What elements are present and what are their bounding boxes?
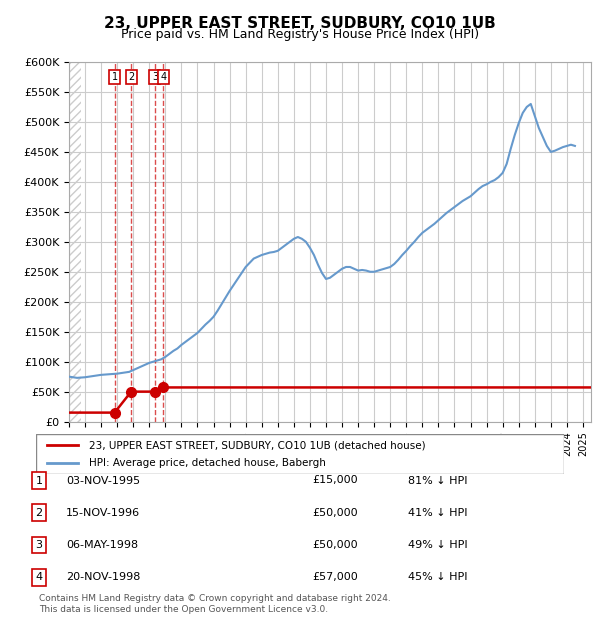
Text: £57,000: £57,000 — [312, 572, 358, 582]
Text: 4: 4 — [35, 572, 43, 582]
Text: 15-NOV-1996: 15-NOV-1996 — [66, 508, 140, 518]
Text: 49% ↓ HPI: 49% ↓ HPI — [408, 540, 467, 550]
Text: 06-MAY-1998: 06-MAY-1998 — [66, 540, 138, 550]
Text: 03-NOV-1995: 03-NOV-1995 — [66, 476, 140, 485]
Text: 20-NOV-1998: 20-NOV-1998 — [66, 572, 140, 582]
Text: £15,000: £15,000 — [312, 476, 358, 485]
Text: 2: 2 — [128, 72, 134, 82]
Text: 1: 1 — [112, 72, 118, 82]
Text: £50,000: £50,000 — [312, 508, 358, 518]
FancyBboxPatch shape — [36, 434, 564, 474]
Text: 23, UPPER EAST STREET, SUDBURY, CO10 1UB: 23, UPPER EAST STREET, SUDBURY, CO10 1UB — [104, 16, 496, 30]
Text: HPI: Average price, detached house, Babergh: HPI: Average price, detached house, Babe… — [89, 458, 326, 468]
Text: Price paid vs. HM Land Registry's House Price Index (HPI): Price paid vs. HM Land Registry's House … — [121, 28, 479, 41]
Text: 45% ↓ HPI: 45% ↓ HPI — [408, 572, 467, 582]
Text: 2: 2 — [35, 508, 43, 518]
Text: 1: 1 — [35, 476, 43, 485]
Text: 23, UPPER EAST STREET, SUDBURY, CO10 1UB (detached house): 23, UPPER EAST STREET, SUDBURY, CO10 1UB… — [89, 440, 425, 450]
Text: £50,000: £50,000 — [312, 540, 358, 550]
Text: Contains HM Land Registry data © Crown copyright and database right 2024.
This d: Contains HM Land Registry data © Crown c… — [39, 595, 391, 614]
Text: 3: 3 — [35, 540, 43, 550]
Text: 4: 4 — [160, 72, 166, 82]
Text: 3: 3 — [152, 72, 158, 82]
Text: 81% ↓ HPI: 81% ↓ HPI — [408, 476, 467, 485]
Text: 41% ↓ HPI: 41% ↓ HPI — [408, 508, 467, 518]
